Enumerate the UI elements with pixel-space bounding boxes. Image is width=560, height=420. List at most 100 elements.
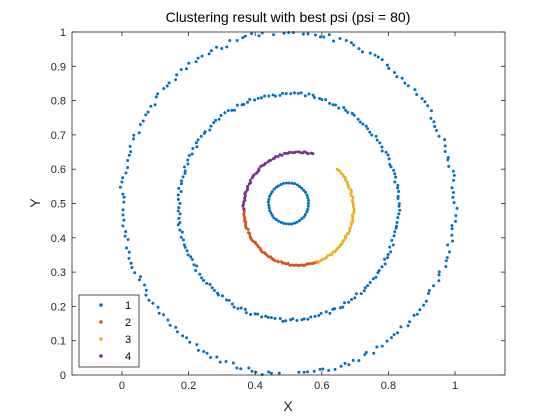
data-point <box>195 141 198 144</box>
data-point <box>427 292 430 295</box>
data-point <box>456 207 459 210</box>
data-point <box>241 36 244 39</box>
data-point <box>247 367 250 370</box>
data-point <box>194 269 197 272</box>
data-point <box>197 57 200 60</box>
data-point <box>308 262 311 265</box>
data-point <box>393 181 396 184</box>
data-point <box>174 78 177 81</box>
data-point <box>121 193 124 196</box>
data-point <box>297 92 300 95</box>
data-point <box>182 238 185 241</box>
data-point <box>297 371 300 374</box>
data-point <box>126 166 129 169</box>
data-point <box>384 263 387 266</box>
y-tick-label: 0.7 <box>51 130 66 142</box>
data-point <box>393 71 396 74</box>
data-point <box>408 320 411 323</box>
data-point <box>359 120 362 123</box>
data-point <box>423 100 426 103</box>
data-point <box>188 154 191 157</box>
data-point <box>184 246 187 249</box>
legend-label-4: 4 <box>125 351 131 363</box>
data-point <box>191 258 194 261</box>
data-point <box>393 172 396 175</box>
y-tick-label: 0.8 <box>51 96 66 108</box>
data-point <box>142 120 145 123</box>
data-point <box>397 190 400 193</box>
data-point <box>336 168 339 171</box>
data-point <box>365 351 368 354</box>
data-point <box>241 103 244 106</box>
data-point <box>280 183 283 186</box>
data-point <box>200 276 203 279</box>
data-point <box>447 165 450 168</box>
data-point <box>433 125 436 128</box>
data-point <box>253 98 256 101</box>
data-point <box>380 146 383 149</box>
data-point <box>437 279 440 282</box>
data-point <box>313 315 316 318</box>
data-point <box>446 243 449 246</box>
data-point <box>130 266 133 269</box>
data-point <box>181 334 184 337</box>
data-point <box>374 54 377 57</box>
data-point <box>186 249 189 252</box>
legend-label-2: 2 <box>125 317 131 329</box>
data-point <box>342 106 345 109</box>
data-point <box>201 55 204 58</box>
data-point <box>250 32 253 35</box>
data-point <box>242 200 245 203</box>
data-point <box>183 172 186 175</box>
data-point <box>193 263 196 266</box>
data-point <box>270 316 273 319</box>
data-point <box>345 39 348 42</box>
data-point <box>289 92 292 95</box>
data-point <box>239 367 242 370</box>
data-point <box>383 258 386 261</box>
data-point <box>337 107 340 110</box>
data-point <box>223 111 226 114</box>
data-point <box>215 46 218 49</box>
data-point <box>158 312 161 315</box>
data-point <box>180 182 183 185</box>
data-point <box>352 359 355 362</box>
data-point <box>366 284 369 287</box>
data-point <box>300 91 303 94</box>
data-point <box>187 62 190 65</box>
data-point <box>143 283 146 286</box>
data-point <box>185 336 188 339</box>
data-point <box>328 33 331 36</box>
data-point <box>186 163 189 166</box>
x-tick-label: 0.2 <box>181 380 196 392</box>
data-point <box>331 103 334 106</box>
data-point <box>357 118 360 121</box>
data-point <box>251 176 254 179</box>
data-point <box>318 368 321 371</box>
data-point <box>166 85 169 88</box>
data-point <box>328 312 331 315</box>
data-point <box>451 196 454 199</box>
data-point <box>306 208 309 211</box>
data-point <box>302 33 305 36</box>
data-point <box>407 324 410 327</box>
data-point <box>138 131 141 134</box>
data-point <box>452 179 455 182</box>
data-point <box>174 326 177 329</box>
data-point <box>210 49 213 52</box>
data-point <box>361 50 364 53</box>
data-point <box>378 141 381 144</box>
y-tick-label: 0 <box>60 370 66 382</box>
data-point <box>313 370 316 373</box>
data-point <box>387 253 390 256</box>
data-point <box>272 33 275 36</box>
data-point <box>350 41 353 44</box>
data-point <box>296 221 299 224</box>
data-point <box>124 172 127 175</box>
x-tick-label: 0 <box>119 380 125 392</box>
data-point <box>307 202 310 205</box>
data-point <box>121 176 124 179</box>
data-point <box>296 183 299 186</box>
data-point <box>122 219 125 222</box>
data-point <box>297 150 300 153</box>
